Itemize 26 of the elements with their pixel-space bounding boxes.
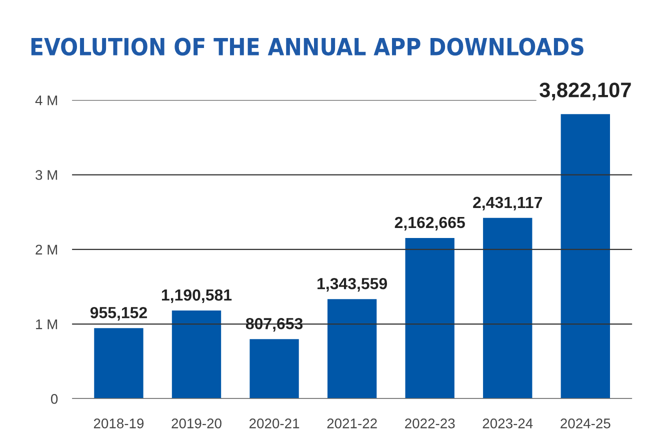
x-tick-label: 2019-20 bbox=[172, 418, 222, 428]
y-tick-label: 4 M bbox=[35, 96, 58, 106]
bar bbox=[559, 112, 612, 399]
data-label: 1,190,581 bbox=[162, 289, 232, 304]
bar bbox=[170, 309, 222, 399]
y-tick-label: 0 bbox=[50, 394, 58, 404]
x-tick-label: 2023-24 bbox=[482, 418, 533, 428]
bar bbox=[404, 236, 456, 399]
x-tick-label: 2024-25 bbox=[560, 418, 610, 428]
y-tick-label: 2 M bbox=[36, 244, 58, 254]
bar bbox=[326, 298, 378, 399]
chart-title: EVOLUTION OF THE ANNUAL APP DOWNLOADS bbox=[31, 38, 584, 56]
data-label: 1,343,559 bbox=[318, 278, 387, 292]
x-tick-label: 2022-23 bbox=[405, 418, 455, 428]
data-label: 2,431,117 bbox=[473, 196, 542, 210]
bar bbox=[92, 326, 145, 399]
x-tick-label: 2018-19 bbox=[94, 418, 144, 428]
x-tick-label: 2020-21 bbox=[249, 418, 300, 428]
y-tick-label: 3 M bbox=[36, 170, 58, 180]
data-label: 2,162,665 bbox=[394, 216, 465, 230]
x-tick-label: 2021-22 bbox=[327, 418, 377, 428]
y-tick-label: 1 M bbox=[36, 320, 58, 330]
bar bbox=[248, 338, 300, 399]
data-label: 955,152 bbox=[90, 306, 147, 321]
data-label: 3,822,107 bbox=[540, 82, 631, 100]
bar bbox=[482, 216, 534, 399]
